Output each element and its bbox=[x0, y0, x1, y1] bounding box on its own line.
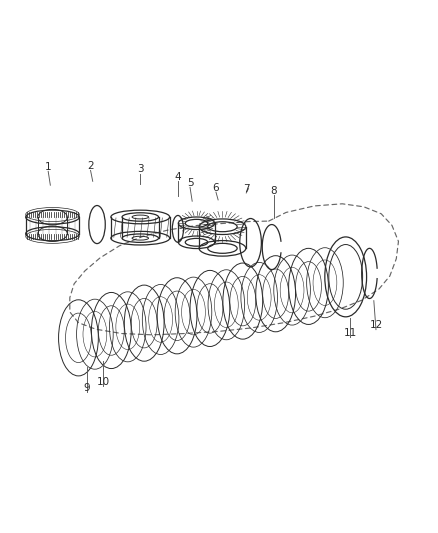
Text: 9: 9 bbox=[83, 383, 90, 393]
Text: 6: 6 bbox=[213, 183, 219, 193]
Text: 10: 10 bbox=[96, 377, 110, 387]
Text: 1: 1 bbox=[45, 162, 52, 172]
Text: 3: 3 bbox=[137, 164, 144, 174]
Text: 5: 5 bbox=[187, 178, 193, 188]
Text: 11: 11 bbox=[343, 328, 357, 338]
Text: 8: 8 bbox=[271, 186, 277, 196]
Text: 4: 4 bbox=[175, 172, 181, 182]
Text: 7: 7 bbox=[243, 184, 250, 193]
Text: 12: 12 bbox=[369, 320, 383, 330]
Text: 2: 2 bbox=[87, 161, 94, 171]
